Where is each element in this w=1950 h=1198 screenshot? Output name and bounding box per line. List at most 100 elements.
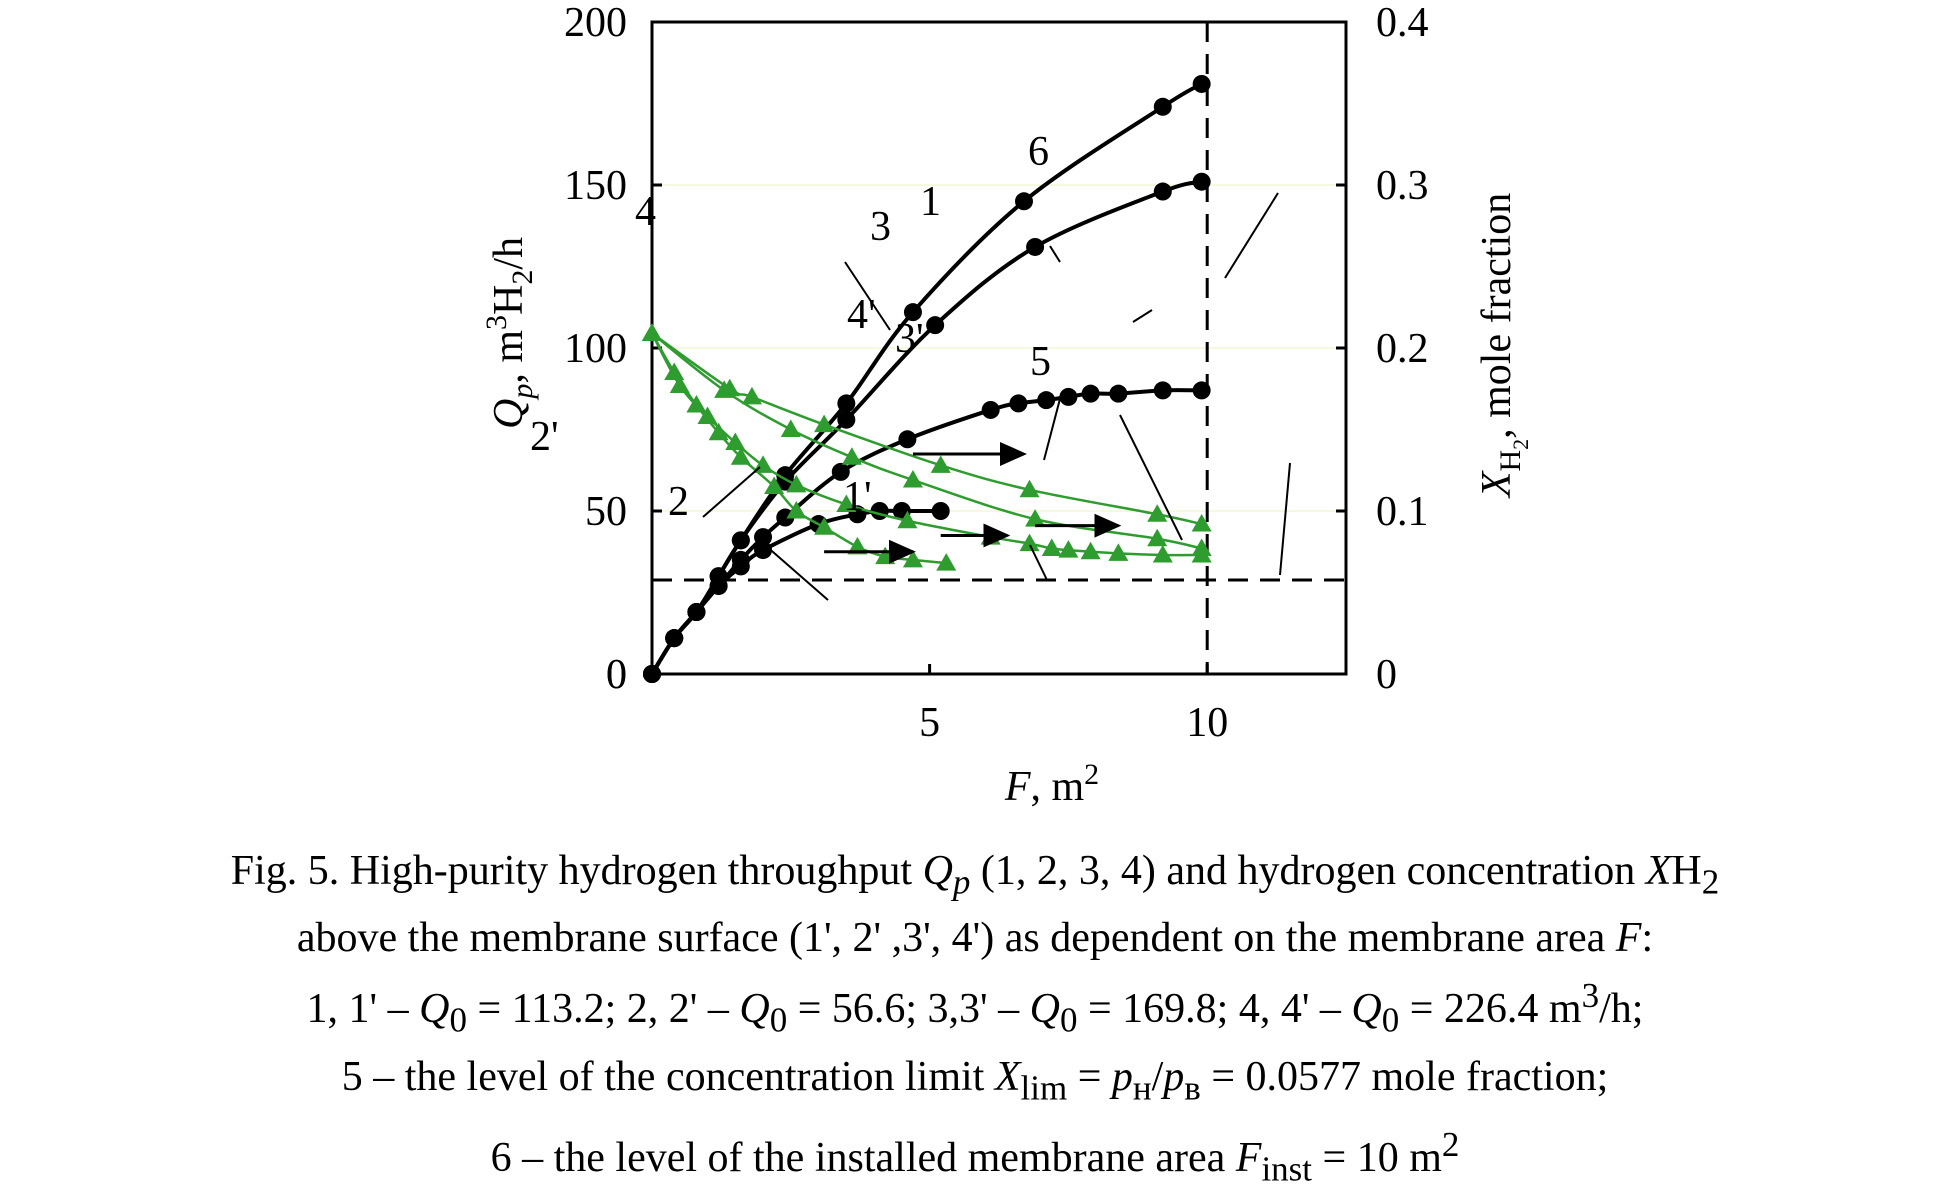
curve-label-1p: 1': [843, 474, 872, 520]
curve-label-2: 2: [668, 479, 689, 525]
series-point-2: [754, 541, 773, 560]
origin-label: 0: [606, 652, 627, 698]
series-point-1p: [1019, 533, 1040, 552]
curve-label-4p: 4': [847, 292, 876, 338]
curve-label-3p: 3': [895, 316, 924, 362]
series-line-3: [650, 179, 1203, 676]
series-point-2p: [708, 422, 729, 441]
series-point-4: [903, 303, 922, 322]
series-point-1: [1037, 391, 1056, 410]
figure-caption: Fig. 5. High-purity hydrogen throughput …: [40, 843, 1910, 1198]
series-point-1p: [897, 510, 918, 529]
series-point-1: [898, 430, 917, 449]
curve-label-2p: 2': [530, 414, 559, 460]
series-point-4: [687, 603, 706, 622]
series-point-3: [926, 316, 945, 335]
series-point-1: [981, 400, 1000, 419]
series-point-4: [665, 629, 684, 648]
series-point-3p: [780, 419, 801, 437]
y-right-tick-label: 0: [1376, 652, 1397, 698]
series-point-4p: [719, 378, 740, 397]
series-line-4: [650, 82, 1203, 676]
series-point-1p: [1152, 545, 1173, 563]
series-point-4p: [1147, 504, 1168, 522]
series-point-2p: [664, 362, 685, 380]
series-point-4: [643, 665, 661, 683]
leader-line: [1279, 462, 1291, 576]
series-point-4p: [642, 323, 662, 341]
leader-line: [844, 261, 891, 331]
y-left-tick-label: 50: [585, 489, 627, 535]
series-point-4: [837, 394, 856, 413]
series-point-4: [1014, 192, 1033, 211]
series-point-1: [1009, 394, 1028, 413]
leader-line: [1224, 192, 1279, 279]
series-point-4p: [814, 414, 835, 433]
leader-line: [1049, 245, 1061, 263]
series-point-2: [931, 502, 950, 520]
series-point-1p: [1058, 540, 1079, 558]
series-point-4: [1192, 74, 1211, 93]
series-point-4p: [1191, 514, 1212, 532]
curve-label-1: 1: [920, 179, 941, 225]
series-point-4p: [741, 386, 762, 405]
series-point-3p: [1147, 528, 1168, 547]
leader-line: [1132, 309, 1153, 323]
series-point-1p: [1108, 543, 1129, 561]
leader-line: [702, 466, 761, 518]
y-right-tick-label: 0.2: [1376, 326, 1429, 372]
caption-line-1: Fig. 5. High-purity hydrogen throughput …: [230, 848, 1720, 902]
y-axis-right-title: XH2, mole fraction: [1474, 193, 1533, 499]
curve-label-6: 6: [1028, 129, 1049, 175]
series-point-3p: [1025, 509, 1046, 527]
series-point-3: [1192, 172, 1211, 191]
caption-line-3: 1, 1' – Q0 = 113.2; 2, 2' – Q0 = 56.6; 3…: [306, 976, 1644, 1040]
y-right-tick-label: 0.1: [1376, 489, 1429, 535]
series-point-4p: [1019, 479, 1040, 498]
leader-line: [1029, 544, 1048, 581]
x-tick-label: 10: [1186, 700, 1228, 746]
series-point-1: [1192, 381, 1211, 400]
series-point-2p: [764, 476, 785, 495]
series-point-4: [1153, 97, 1172, 116]
y-right-tick-label: 0.3: [1376, 163, 1429, 209]
series-point-3: [837, 410, 856, 429]
curve-label-3: 3: [870, 204, 891, 250]
series-point-2: [731, 557, 750, 576]
x-tick-label: 5: [919, 700, 940, 746]
leader-line: [764, 544, 829, 601]
series-point-1: [1153, 381, 1172, 400]
series-point-2p: [814, 517, 835, 535]
caption-line-2: above the membrane surface (1', 2' ,3', …: [296, 915, 1654, 962]
caption-line-5: 6 – the level of the installed membrane …: [490, 1125, 1460, 1189]
series-line-2: [650, 508, 941, 676]
series-point-1: [831, 462, 850, 481]
series-point-1: [1081, 384, 1100, 403]
y-left-tick-label: 200: [564, 0, 627, 46]
series-point-3p: [841, 447, 862, 465]
y-axis-left-title: Qp, m3H2/h: [480, 237, 539, 429]
caption-line-4: 5 – the level of the concentration limit…: [341, 1053, 1609, 1108]
series-point-2p: [686, 395, 707, 413]
curve-label-4: 4: [635, 189, 656, 235]
series-point-3: [1026, 237, 1045, 256]
curve-label-5: 5: [1030, 339, 1051, 385]
series-point-4: [709, 567, 728, 586]
y-left-tick-label: 150: [564, 163, 627, 209]
series-point-2p: [847, 536, 868, 555]
series-point-1: [1059, 387, 1078, 406]
series-point-2p: [730, 447, 751, 465]
series-point-4p: [930, 455, 951, 473]
x-axis-title: F, m2: [1004, 758, 1099, 810]
series-point-4: [776, 466, 795, 485]
series-point-4: [731, 531, 750, 550]
series-point-2: [870, 502, 889, 520]
leader-line: [1119, 414, 1183, 541]
series-point-1: [754, 528, 773, 547]
series-point-2p: [786, 501, 807, 519]
series-point-1: [1109, 384, 1128, 403]
series-point-3: [1153, 182, 1172, 201]
series-point-3p: [902, 470, 923, 488]
